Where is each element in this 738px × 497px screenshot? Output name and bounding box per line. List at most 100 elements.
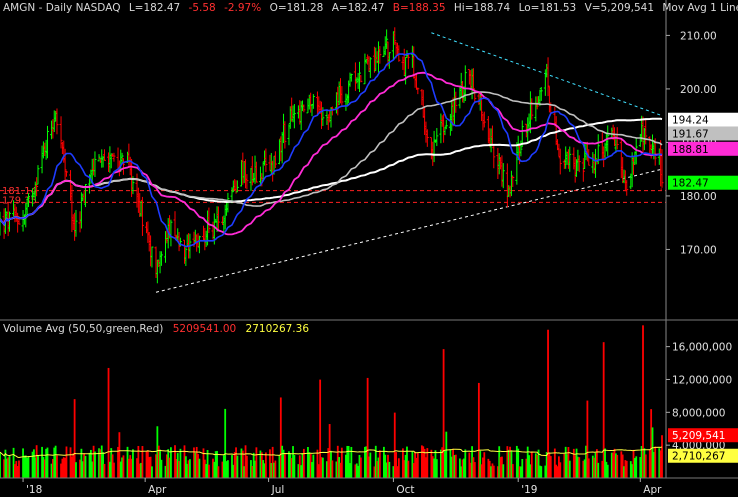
volume-bar <box>103 463 106 478</box>
volume-bar <box>374 445 377 478</box>
volume-bar <box>499 457 502 478</box>
price-bar <box>359 75 363 83</box>
volume-bar <box>606 464 609 478</box>
volume-bar <box>132 449 134 478</box>
volume-bar <box>420 445 423 478</box>
volume-bar <box>336 445 339 478</box>
volume-bar <box>26 457 29 478</box>
volume-bar <box>586 400 589 478</box>
price-bar <box>539 86 543 101</box>
volume-bar <box>288 451 290 478</box>
volume-bar <box>346 445 349 478</box>
trendline <box>155 168 663 293</box>
volume-bar <box>498 446 501 478</box>
volume-bar <box>373 466 376 478</box>
volume-bar <box>262 460 265 478</box>
volume-bar <box>283 454 286 478</box>
volume-bar <box>385 462 388 478</box>
price-tick-label: 180.00 <box>680 191 717 203</box>
price-bar <box>235 180 239 193</box>
volume-bar <box>340 447 343 478</box>
volume-bar <box>119 461 122 478</box>
volume-bar <box>0 452 1 478</box>
volume-bar <box>407 460 410 478</box>
volume-bar <box>366 377 369 478</box>
volume-bar <box>469 462 472 478</box>
volume-bar <box>84 455 87 478</box>
volume-bar <box>558 456 560 478</box>
volume-bar <box>214 451 217 478</box>
time-tick-label: Oct <box>396 484 414 496</box>
volume-bar <box>259 450 262 478</box>
volume-bar <box>555 464 558 478</box>
volume-bar <box>480 464 483 478</box>
volume-bar <box>477 382 480 478</box>
volume-bar <box>650 409 653 478</box>
volume-bar <box>127 458 130 478</box>
volume-bar <box>99 449 102 478</box>
volume-bar <box>307 447 309 478</box>
volume-bar <box>520 466 522 478</box>
volume-bar <box>138 463 141 478</box>
moving-averages <box>0 52 663 459</box>
volume-bar <box>60 463 62 478</box>
price-bar <box>577 155 581 173</box>
volume-bar <box>264 452 267 478</box>
price-tick-label: 200.00 <box>680 84 717 96</box>
volume-bar <box>472 457 475 478</box>
volume-bar <box>441 447 444 478</box>
price-bar <box>45 125 49 159</box>
volume-bar <box>117 446 119 478</box>
price-bar <box>93 151 97 178</box>
volume-bar <box>41 446 43 478</box>
time-tick-label: Apr <box>643 484 662 496</box>
volume-bar <box>14 464 16 478</box>
volume-average: 2710267.36 <box>245 323 310 335</box>
price-bar <box>173 211 177 237</box>
volume-bar <box>156 426 159 478</box>
volume-bar <box>309 453 312 478</box>
volume-bar <box>289 453 292 478</box>
volume-bar <box>43 459 46 478</box>
price-bar <box>625 180 629 196</box>
volume-bar <box>396 466 399 478</box>
volume-bar <box>488 460 491 478</box>
volume-bar <box>140 462 142 478</box>
price-tag-bg <box>668 175 738 190</box>
price-bar <box>519 140 523 157</box>
price-bar <box>55 108 59 135</box>
volume-bar <box>121 457 123 478</box>
price-bar <box>7 211 11 232</box>
volume-bar <box>539 465 541 478</box>
volume-bar <box>189 459 191 478</box>
price-bar <box>150 246 154 268</box>
volume-bar <box>359 457 362 478</box>
price-tag-bg <box>668 141 738 156</box>
volume-bar <box>567 447 570 478</box>
price-tag-text: 194.24 <box>672 115 709 127</box>
volume-tag: 2,710,267 <box>668 448 738 463</box>
price-bar <box>264 148 268 173</box>
volume-bar <box>624 460 627 478</box>
chart-header: AMGN - Daily NASDAQ L=182.47 -5.58 -2.97… <box>3 2 738 14</box>
volume-bar <box>357 465 360 478</box>
volume-bar <box>449 449 452 478</box>
volume-bar <box>585 445 587 478</box>
price-bar <box>581 158 585 182</box>
volume-bar <box>517 448 520 478</box>
price-bar <box>454 91 458 113</box>
volume-bar <box>339 462 342 478</box>
price-tag: 191.67 <box>668 126 738 140</box>
volume-bar <box>453 455 456 478</box>
volume-bar <box>80 448 83 478</box>
volume-bar <box>651 427 654 478</box>
high-price: Hi=188.74 <box>453 2 511 14</box>
price-bar <box>64 170 68 177</box>
price-bar <box>197 235 201 254</box>
volume-bar <box>62 457 65 478</box>
volume-bar <box>648 449 651 478</box>
volume-bar <box>22 448 24 478</box>
price-bar <box>121 158 125 175</box>
price-bar <box>425 129 429 147</box>
